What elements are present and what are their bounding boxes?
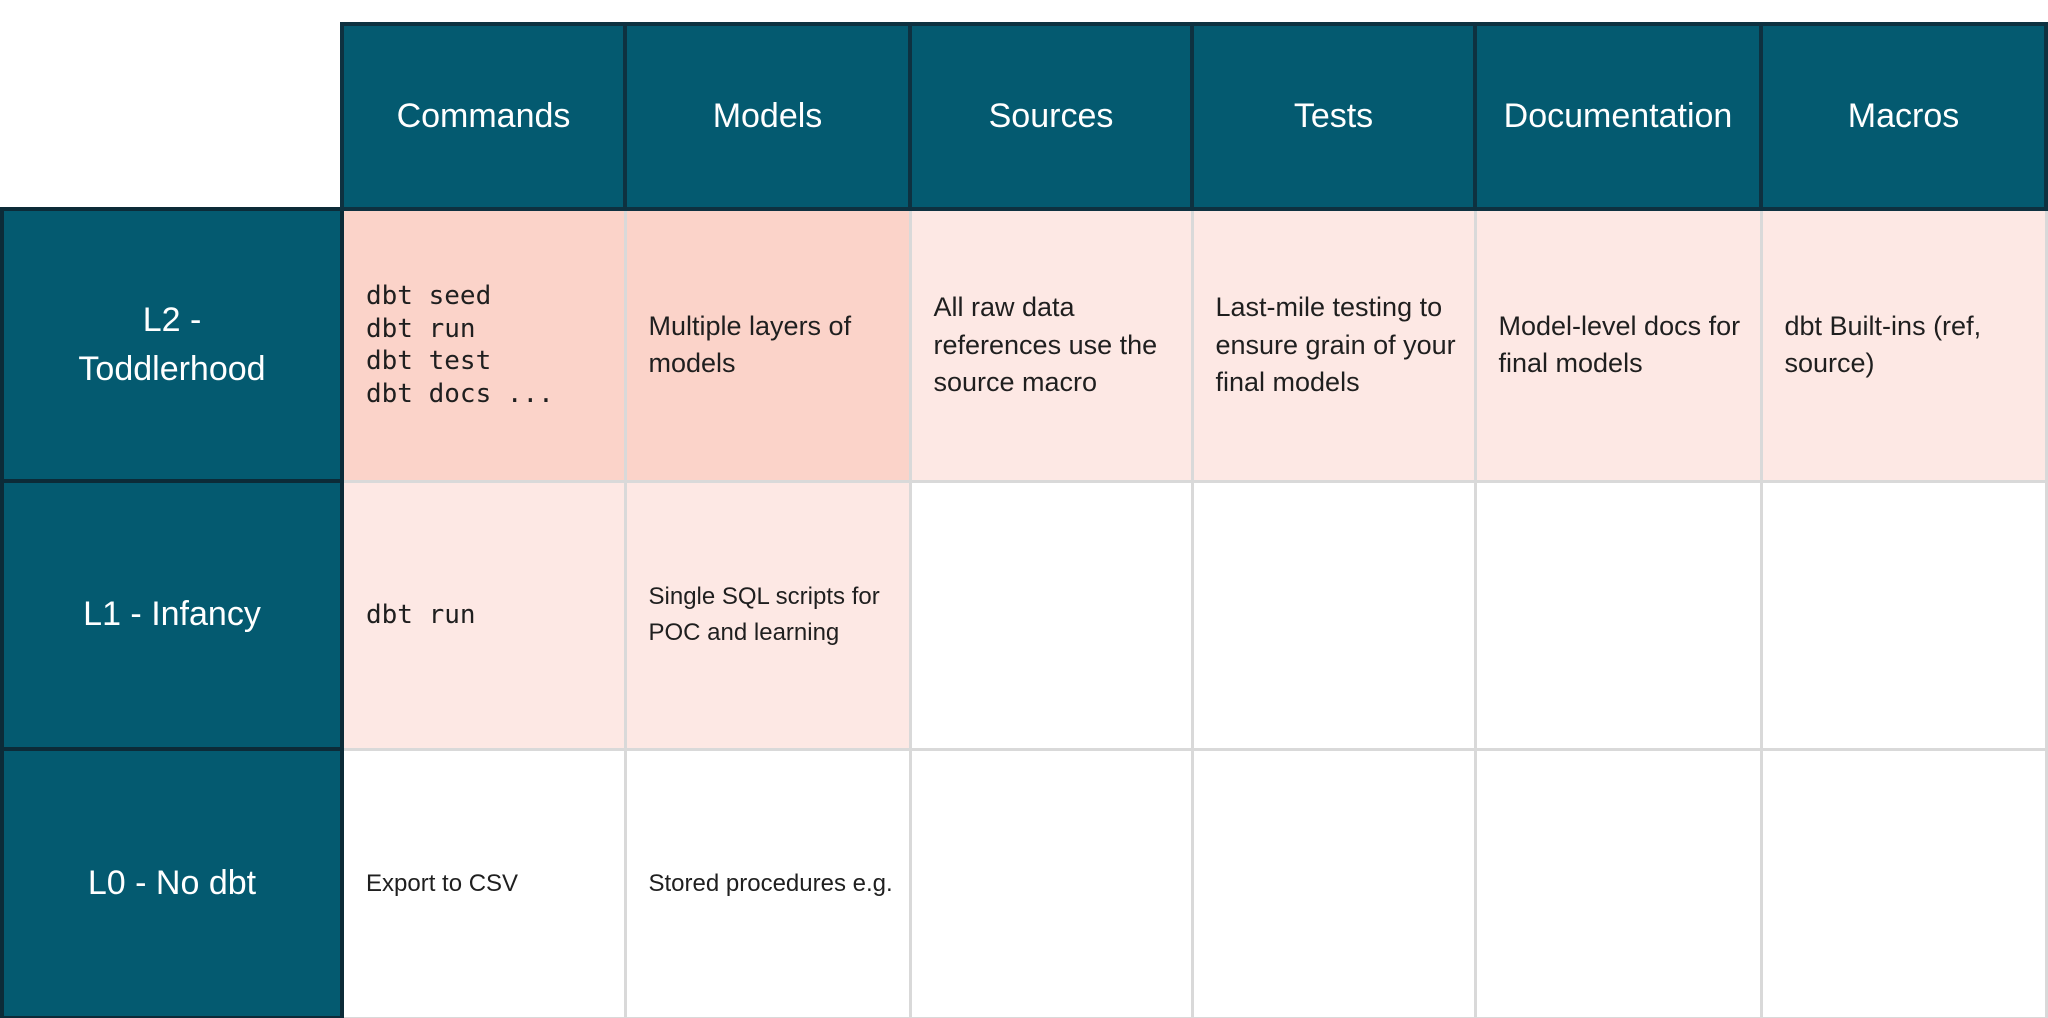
cell-l0-sources [908,747,1194,1018]
cell-l1-commands: dbt run [340,479,627,751]
maturity-table: Commands Models Sources Tests Documentat… [0,22,2048,1018]
column-header-macros: Macros [1759,22,2048,211]
cell-l0-commands: Export to CSV [340,747,627,1018]
cell-l0-models: Stored procedures e.g. [623,747,912,1018]
cell-l1-macros [1759,479,2048,751]
table-row-l1-infancy: L1 - Infancy dbt run Single SQL scripts … [0,479,2048,751]
cell-l2-macros: dbt Built-ins (ref, source) [1759,207,2048,483]
cell-l1-documentation [1473,479,1763,751]
cell-l2-documentation: Model-level docs for final models [1473,207,1763,483]
column-header-commands: Commands [340,22,627,211]
cell-l1-sources [908,479,1194,751]
cell-l1-tests [1190,479,1477,751]
cell-l2-commands: dbt seed dbt run dbt test dbt docs ... [340,207,627,483]
table-row-l2-toddlerhood: L2 - Toddlerhood dbt seed dbt run dbt te… [0,207,2048,483]
table-row-l0-no-dbt: L0 - No dbt Export to CSV Stored procedu… [0,747,2048,1018]
cell-l0-documentation [1473,747,1763,1018]
cell-l1-models: Single SQL scripts for POC and learning [623,479,912,751]
row-header-l2-toddlerhood: L2 - Toddlerhood [0,207,344,483]
column-header-sources: Sources [908,22,1194,211]
cell-l0-tests [1190,747,1477,1018]
column-header-models: Models [623,22,912,211]
cell-l2-tests: Last-mile testing to ensure grain of you… [1190,207,1477,483]
cell-l2-sources: All raw data references use the source m… [908,207,1194,483]
corner-cell [2,24,342,209]
cell-l0-macros [1759,747,2048,1018]
column-header-tests: Tests [1190,22,1477,211]
row-header-l0-no-dbt: L0 - No dbt [0,747,344,1018]
column-header-documentation: Documentation [1473,22,1763,211]
row-header-l1-infancy: L1 - Infancy [0,479,344,751]
header-row: Commands Models Sources Tests Documentat… [2,22,2048,211]
cell-l2-models: Multiple layers of models [623,207,912,483]
